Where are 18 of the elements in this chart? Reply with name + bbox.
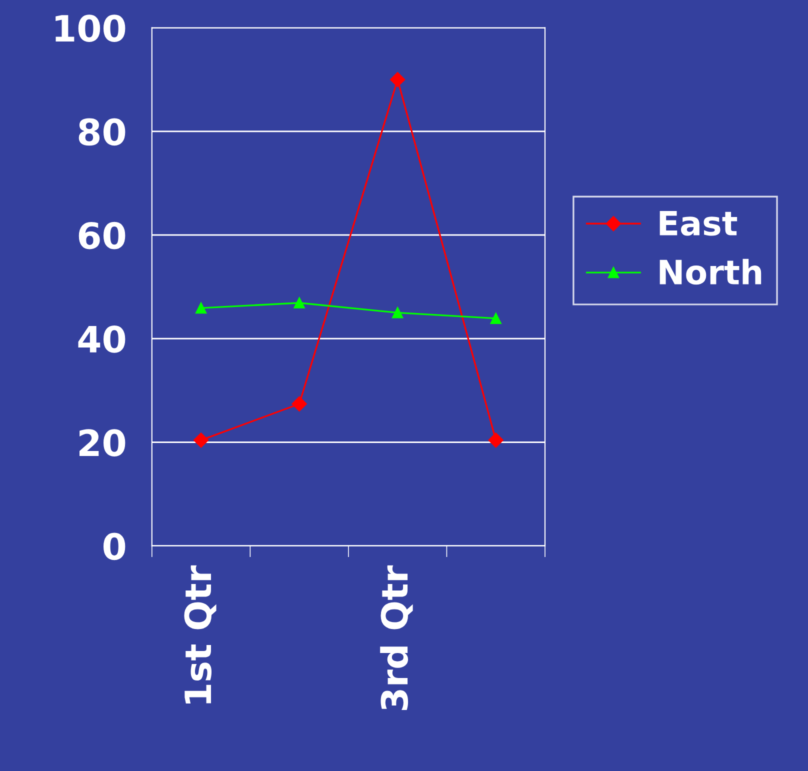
- y-tick-label: 40: [78, 326, 126, 353]
- point: [193, 432, 209, 448]
- point: [195, 302, 207, 314]
- x-tick-label: 3rd Qtr: [380, 565, 413, 710]
- point: [390, 72, 406, 88]
- point: [490, 312, 502, 324]
- y-tick-label: 20: [80, 429, 126, 456]
- point: [392, 307, 404, 318]
- point: [488, 432, 504, 448]
- y-tick-label: 60: [78, 222, 126, 250]
- y-tick-label: 0: [104, 532, 126, 560]
- point: [294, 297, 305, 308]
- point: [292, 396, 307, 412]
- legend-label: East: [660, 210, 738, 236]
- y-tick-label: 100: [56, 14, 126, 42]
- y-tick-label: 80: [78, 118, 126, 146]
- x-tick-label: 1st Qtr: [184, 565, 216, 704]
- legend-label: North: [660, 258, 762, 285]
